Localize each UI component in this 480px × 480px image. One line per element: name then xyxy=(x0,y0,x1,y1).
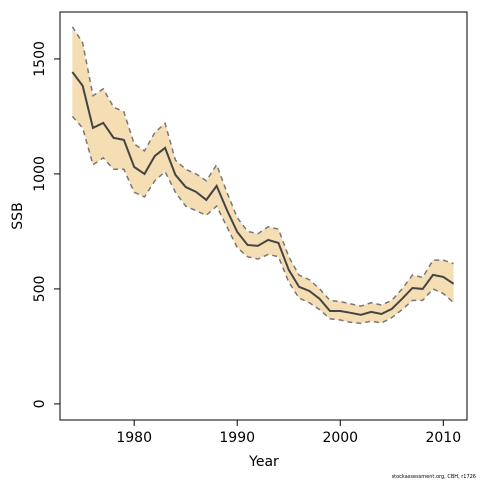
x-tick-label: 1990 xyxy=(219,430,255,446)
lower-bound xyxy=(71,115,455,325)
y-tick-label: 500 xyxy=(32,276,48,303)
footnote: stockassessment.org, CBH, r1726 xyxy=(392,474,476,480)
x-tick-label: 1980 xyxy=(116,430,152,446)
y-axis-label: SSB xyxy=(10,202,26,229)
x-tick-label: 2000 xyxy=(322,430,358,446)
y-tick-label: 0 xyxy=(32,399,48,408)
x-axis-label: Year xyxy=(248,454,279,470)
confidence-band xyxy=(72,26,454,324)
x-tick-label: 2010 xyxy=(425,430,461,446)
upper-bound xyxy=(71,26,454,307)
y-tick-label: 1500 xyxy=(32,41,48,77)
ssb-line xyxy=(71,71,455,316)
plot-frame xyxy=(59,11,468,421)
y-tick-label: 1000 xyxy=(32,156,48,192)
